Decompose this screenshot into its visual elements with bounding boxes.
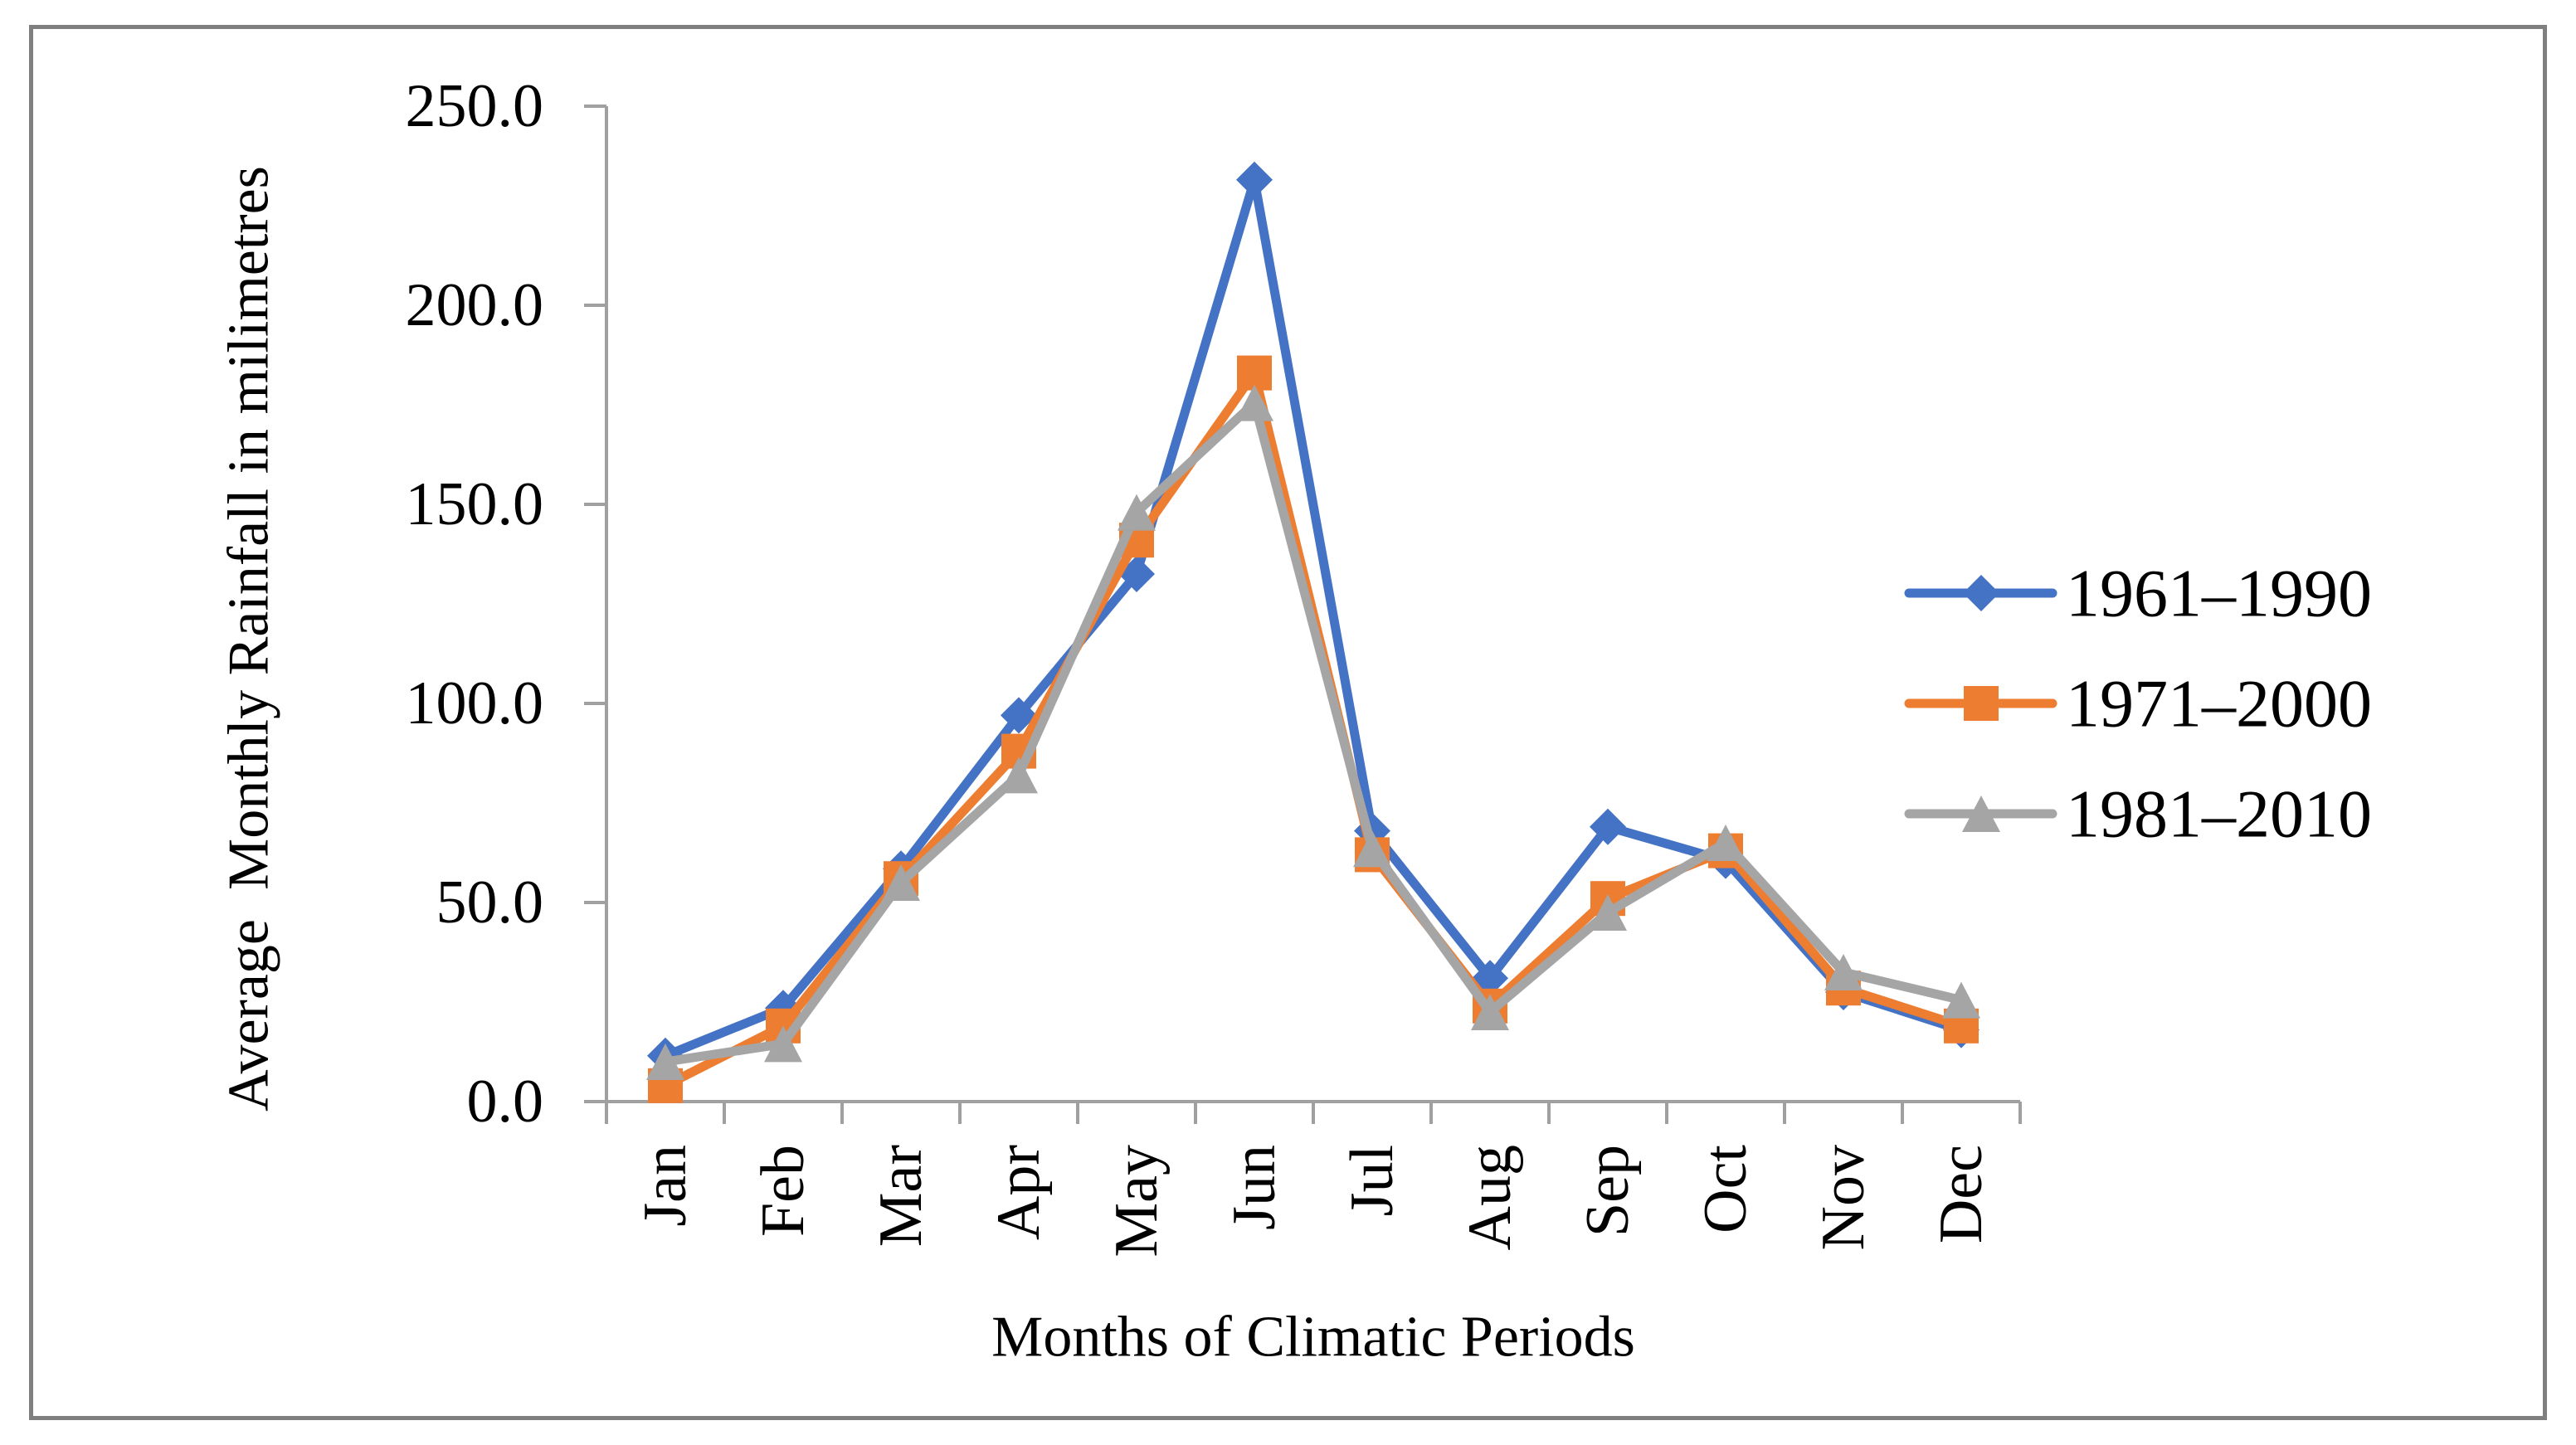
y-axis-title: Average Monthly Rainfall in milimetres: [217, 166, 281, 1112]
x-category-label: Jan: [631, 1145, 699, 1227]
x-axis-title: Months of Climatic Periods: [991, 1306, 1635, 1370]
data-point-marker-triangle: [1589, 894, 1627, 931]
data-point-marker-diamond: [1001, 697, 1037, 734]
data-point-marker-triangle: [1942, 981, 1980, 1019]
y-tick-label: 50.0: [436, 868, 544, 937]
series-line: [660, 398, 1966, 1067]
legend-label-1961-1990: 1961–1990: [2066, 556, 2372, 631]
y-tick-label: 250.0: [406, 72, 544, 140]
legend-item: [1904, 795, 2057, 832]
x-category-label: Jun: [1220, 1145, 1288, 1230]
y-tick-label: 0.0: [467, 1068, 544, 1136]
data-point-marker-triangle: [1707, 825, 1745, 861]
x-category-label: Oct: [1692, 1145, 1760, 1233]
x-category-label: Aug: [1456, 1145, 1524, 1250]
series-1971-2000: [648, 355, 1979, 1103]
data-point-marker-triangle: [764, 1025, 802, 1063]
x-category-label: Nov: [1809, 1145, 1877, 1250]
data-point-marker-triangle: [882, 864, 920, 901]
x-category-label: May: [1103, 1145, 1171, 1258]
data-point-marker-diamond: [1236, 161, 1273, 198]
x-category-label: Apr: [985, 1145, 1053, 1240]
y-tick-label: 200.0: [406, 271, 544, 339]
series-line: [660, 175, 1966, 1061]
data-point-marker-triangle: [1000, 757, 1038, 794]
data-point-marker-triangle: [646, 1044, 684, 1080]
legend-label-1971-2000: 1971–2000: [2066, 666, 2372, 742]
y-tick-label: 150.0: [406, 470, 544, 538]
data-point-marker-triangle: [1353, 830, 1391, 868]
legend-item: [1904, 575, 2057, 611]
legend-item: [1904, 686, 2057, 721]
x-category-label: Sep: [1574, 1145, 1642, 1237]
x-category-label: Dec: [1927, 1145, 1995, 1243]
x-category-label: Feb: [749, 1145, 817, 1237]
data-point-marker-triangle: [1962, 795, 2000, 832]
data-point-marker-triangle: [1824, 954, 1863, 990]
legend-label-1981-2010: 1981–2010: [2066, 776, 2372, 852]
data-point-marker-diamond: [1963, 575, 1999, 611]
y-tick-label: 100.0: [406, 669, 544, 737]
axes: [584, 105, 2022, 1124]
series: [646, 161, 1980, 1103]
data-point-marker-triangle: [1118, 494, 1156, 531]
figure-border: [29, 25, 2547, 1420]
data-point-marker-diamond: [1590, 808, 1626, 845]
data-point-marker-square: [1964, 686, 1999, 721]
data-point-marker-triangle: [1235, 384, 1273, 421]
series-1981-2010: [646, 384, 1980, 1080]
data-point-marker-triangle: [1471, 994, 1509, 1030]
x-category-label: Jul: [1338, 1145, 1406, 1216]
x-category-label: Mar: [867, 1145, 935, 1247]
legend-swatches: [1904, 575, 2057, 832]
